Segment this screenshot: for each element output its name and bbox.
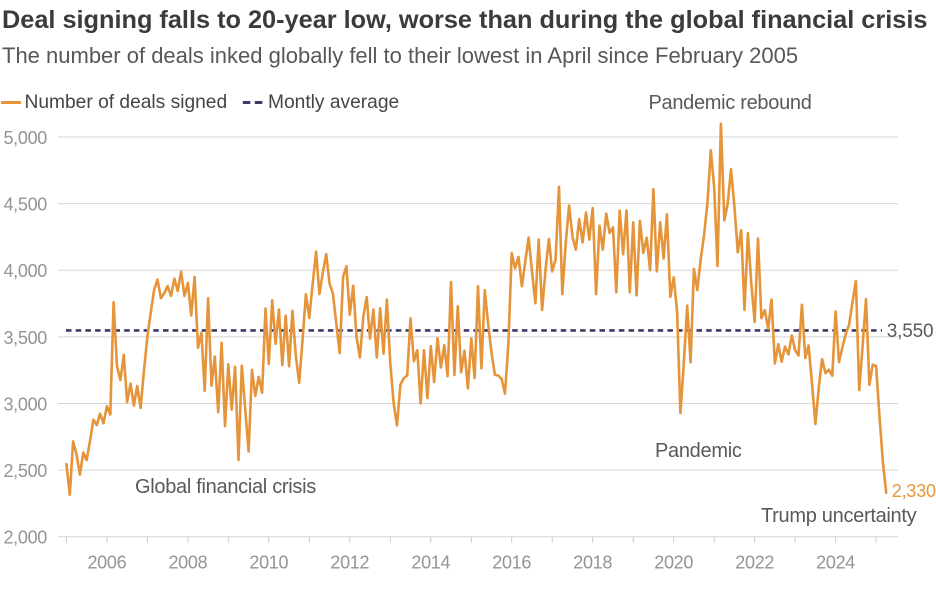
- svg-text:2010: 2010: [249, 553, 288, 573]
- svg-text:3,500: 3,500: [3, 328, 47, 348]
- svg-text:2024: 2024: [816, 553, 855, 573]
- svg-text:Pandemic rebound: Pandemic rebound: [648, 92, 811, 114]
- svg-text:2016: 2016: [492, 553, 531, 573]
- svg-text:2006: 2006: [87, 553, 126, 573]
- svg-text:Pandemic: Pandemic: [655, 440, 742, 462]
- svg-text:4,000: 4,000: [3, 261, 47, 281]
- svg-text:4,500: 4,500: [3, 195, 47, 215]
- svg-text:3,000: 3,000: [3, 395, 47, 415]
- svg-text:2020: 2020: [654, 553, 693, 573]
- svg-text:Deal signing falls to 20-year: Deal signing falls to 20-year low, worse…: [2, 6, 927, 34]
- svg-text:2,500: 2,500: [3, 461, 47, 481]
- svg-text:Global financial crisis: Global financial crisis: [135, 476, 316, 498]
- svg-text:2008: 2008: [168, 553, 207, 573]
- svg-text:The number of deals inked glob: The number of deals inked globally fell …: [2, 43, 798, 68]
- svg-text:2018: 2018: [573, 553, 612, 573]
- svg-text:5,000: 5,000: [3, 128, 47, 148]
- svg-text:2014: 2014: [411, 553, 450, 573]
- svg-text:2022: 2022: [735, 553, 774, 573]
- svg-text:2,330: 2,330: [892, 481, 936, 501]
- svg-text:Trump uncertainty: Trump uncertainty: [761, 505, 917, 527]
- svg-text:Number of deals signed: Number of deals signed: [25, 92, 228, 113]
- svg-text:3,550: 3,550: [887, 321, 934, 342]
- svg-text:Montly average: Montly average: [268, 92, 399, 113]
- svg-text:2,000: 2,000: [3, 528, 47, 548]
- svg-text:2012: 2012: [330, 553, 369, 573]
